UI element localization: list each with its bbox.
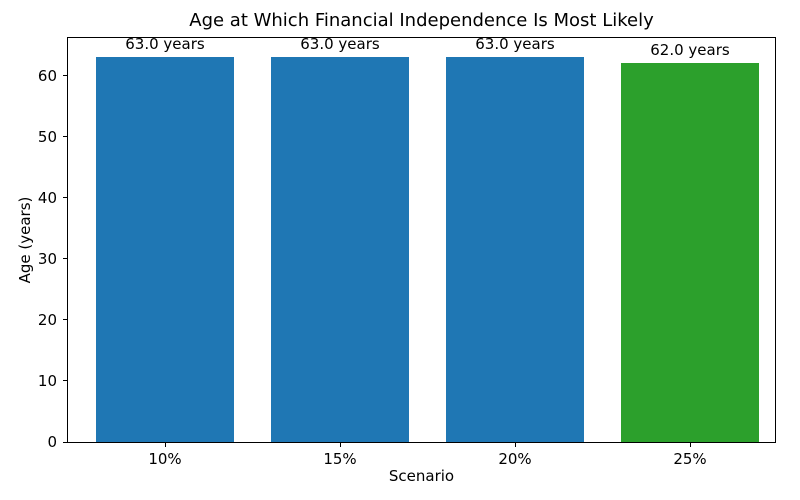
bar-value-label: 63.0 years [125, 35, 205, 54]
y-tick-mark [63, 75, 67, 77]
y-tick-label: 50 [37, 127, 57, 146]
y-tick-mark [63, 136, 67, 138]
y-tick-mark [63, 258, 67, 260]
bar-25% [621, 63, 759, 442]
x-tick-label: 25% [673, 450, 707, 468]
plot-area: 63.0 years 63.0 years 63.0 years 62.0 years [67, 35, 776, 443]
y-tick-label: 20 [37, 310, 57, 329]
x-tick-mark [514, 443, 516, 447]
y-tick-label: 30 [37, 249, 57, 268]
y-tick-mark [63, 441, 67, 443]
x-axis-label: Scenario [388, 467, 455, 485]
x-tick-label: 15% [323, 450, 357, 468]
y-tick-mark [63, 319, 67, 321]
y-tick-mark [63, 197, 67, 199]
y-tick-label: 40 [37, 188, 57, 207]
y-tick-mark [63, 380, 67, 382]
bar-value-label: 62.0 years [650, 41, 730, 60]
x-tick-mark [689, 443, 691, 447]
bar-15% [271, 57, 409, 442]
y-tick-label: 60 [37, 66, 57, 85]
bar-20% [446, 57, 584, 442]
y-tick-label: 0 [47, 433, 57, 451]
x-tick-mark [339, 443, 341, 447]
y-axis-label: Age (years) [16, 196, 34, 284]
chart-title: Age at Which Financial Independence Is M… [189, 10, 654, 31]
x-tick-mark [164, 443, 166, 447]
y-tick-label: 10 [37, 371, 57, 390]
bar-value-label: 63.0 years [300, 35, 380, 54]
x-tick-label: 10% [148, 450, 182, 468]
x-tick-label: 20% [498, 450, 532, 468]
bar-10% [96, 57, 234, 442]
bar-value-label: 63.0 years [475, 35, 555, 54]
